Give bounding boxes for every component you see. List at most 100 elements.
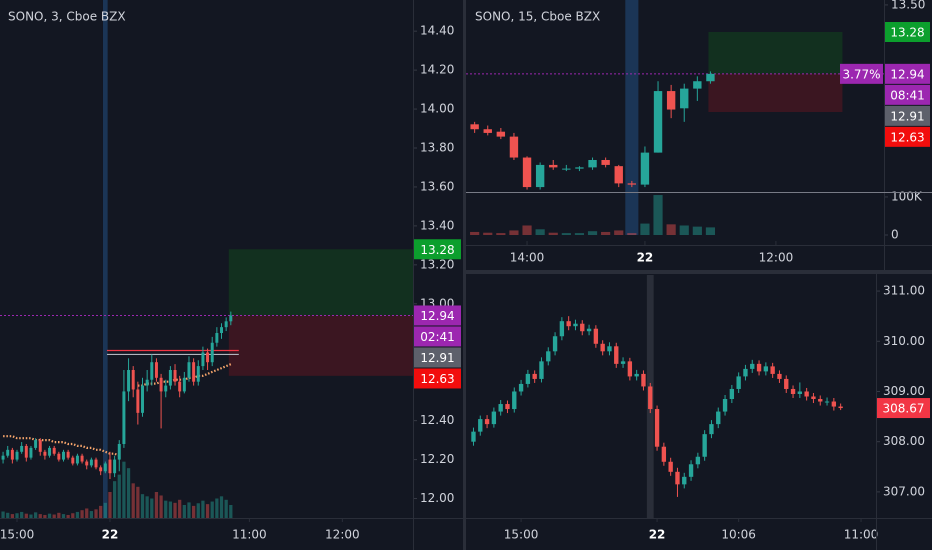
y-tick-label: 13.20	[420, 257, 454, 271]
candle-body	[620, 361, 626, 364]
candle-body	[838, 406, 843, 409]
volume-bar	[52, 514, 56, 518]
candle-body	[509, 136, 519, 158]
price-badge-label: 13.28	[420, 243, 454, 257]
volume-bar	[85, 508, 89, 518]
candle-body	[573, 323, 578, 327]
candle-body	[522, 157, 532, 188]
candle-body	[641, 373, 646, 387]
candle-body	[498, 404, 503, 412]
volume-bar	[47, 513, 52, 518]
candle-body	[89, 459, 93, 466]
y-tick-label: 308.00	[883, 434, 925, 448]
price-badge	[885, 22, 930, 42]
volume-bar	[561, 233, 571, 235]
x-tick-label: 22	[637, 251, 654, 265]
price-badge	[885, 105, 930, 126]
volume-bar	[131, 483, 135, 518]
target-zone	[708, 32, 843, 74]
candle-body	[94, 459, 98, 468]
x-tick-label: 11:00	[844, 528, 879, 542]
volume-bar	[215, 498, 219, 518]
candle-body	[75, 455, 79, 464]
volume-bar	[692, 226, 702, 235]
candle-body	[80, 455, 84, 462]
y-tick-label: 14.20	[420, 63, 454, 77]
volume-bar	[126, 468, 131, 518]
volume-bar	[224, 499, 228, 518]
candle-body	[168, 370, 172, 386]
candle-body	[770, 366, 775, 374]
volume-bar	[117, 474, 121, 518]
candle-body	[539, 361, 544, 379]
volume-bar	[164, 500, 168, 518]
volume-bar	[20, 511, 24, 518]
volume-bar	[705, 227, 716, 235]
volume-bar	[80, 510, 84, 518]
volume-bar	[574, 233, 585, 235]
candle-body	[52, 447, 56, 454]
candle-body	[709, 424, 714, 435]
candle-body	[818, 399, 823, 402]
y-tick-label: 14.00	[420, 102, 454, 116]
candle-body	[141, 385, 144, 413]
candle-body	[57, 453, 61, 460]
y-tick-label: 310.00	[883, 334, 925, 348]
candle-body	[706, 73, 715, 82]
price-badge-label: 12.91	[420, 351, 454, 365]
volume-bar	[43, 514, 47, 518]
candle-body	[729, 388, 735, 400]
candle-body	[763, 366, 769, 372]
session-break	[625, 0, 639, 235]
volume-bar	[71, 513, 75, 518]
candle-body	[71, 457, 75, 464]
candle-body	[601, 160, 610, 165]
volume-bar	[653, 195, 663, 235]
y-tick-label: 12.40	[420, 413, 454, 427]
candle-body	[43, 451, 47, 456]
candle-body	[1, 455, 5, 460]
y-tick-label: 309.00	[883, 384, 925, 398]
candle-body	[607, 346, 612, 352]
candle-body	[113, 459, 117, 474]
candle-body	[196, 366, 200, 382]
volume-bar	[182, 505, 186, 518]
candle-body	[10, 449, 14, 460]
volume-bar	[470, 231, 480, 235]
session-break	[102, 0, 108, 518]
volume-bar	[219, 496, 224, 518]
candle-body	[680, 88, 689, 109]
candle-body	[48, 447, 52, 456]
price-badge	[885, 63, 930, 84]
volume-bar	[509, 230, 519, 235]
candle-body	[811, 396, 816, 400]
candle-body	[702, 434, 707, 457]
chart-title: SONO, 3, Cboe BZX	[8, 10, 126, 24]
candle-body	[614, 346, 619, 364]
candle-body	[546, 351, 551, 362]
volume-bar	[205, 504, 210, 518]
volume-bar	[122, 461, 126, 518]
volume-bar	[136, 486, 140, 518]
candle-body	[164, 385, 168, 392]
candle-body	[804, 391, 809, 397]
candle-body	[682, 476, 687, 485]
volume-bar	[89, 511, 94, 518]
price-badge	[414, 305, 461, 326]
price-badge	[414, 239, 461, 260]
candle-body	[614, 166, 623, 184]
candle-body	[103, 463, 107, 472]
volume-bar	[140, 494, 145, 518]
price-badge	[885, 126, 930, 147]
candle-body	[173, 370, 177, 382]
candle-body	[505, 404, 510, 410]
volume-bar	[29, 514, 33, 518]
candle-body	[182, 377, 186, 392]
candle-body	[210, 342, 214, 363]
candle-body	[24, 445, 28, 458]
candle-body	[675, 471, 680, 485]
volume-bar	[201, 500, 205, 518]
x-tick-label: 22	[649, 528, 666, 542]
volume-bar	[587, 231, 598, 235]
